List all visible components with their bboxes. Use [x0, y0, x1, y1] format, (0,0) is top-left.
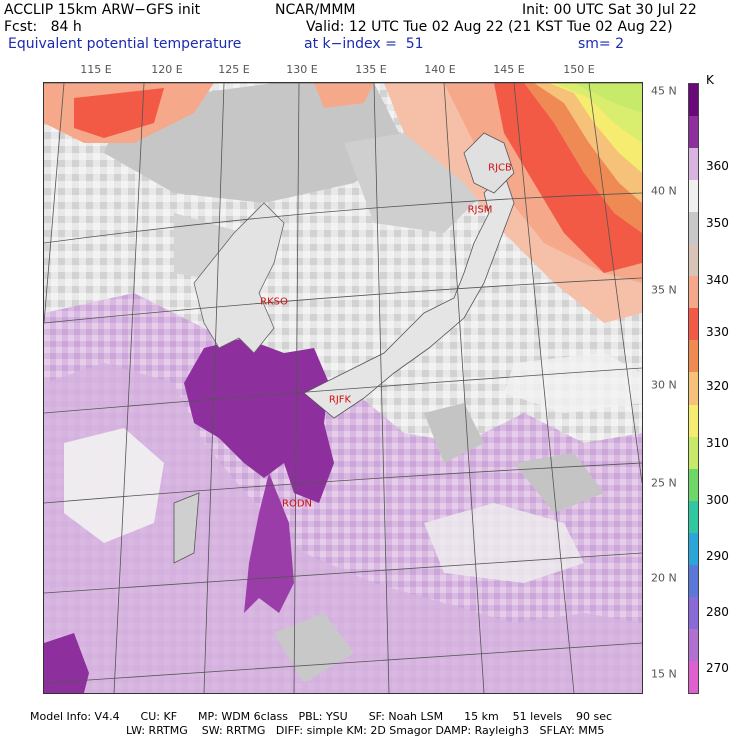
valid-time: Valid: 12 UTC Tue 02 Aug 22 (21 KST Tue …	[306, 19, 673, 35]
lon-label-140: 140 E	[424, 63, 456, 76]
colorbar-label-330: 310	[706, 436, 729, 450]
colorbar-segment	[689, 564, 698, 598]
colorbar-label-350: 350	[706, 216, 729, 230]
lat-label-35: 35 N	[651, 283, 677, 297]
forecast-hour: Fcst: 84 h	[4, 19, 82, 35]
lat-label-40: 40 N	[651, 184, 677, 198]
station-rjfk: RJFK	[328, 394, 352, 406]
colorbar-segment	[689, 180, 698, 213]
colorbar-segment	[689, 148, 698, 181]
colorbar-segment	[689, 596, 698, 630]
colorbar-segment	[689, 276, 698, 309]
lon-label-115: 115 E	[80, 63, 112, 76]
colorbar	[688, 83, 699, 694]
lon-label-150: 150 E	[563, 63, 595, 76]
colorbar-label-340-a: 340	[706, 273, 729, 287]
smoothing-label: sm= 2	[578, 36, 625, 52]
colorbar-unit: K	[706, 73, 714, 87]
lon-label-145: 145 E	[493, 63, 525, 76]
colorbar-label-360: 360	[706, 159, 729, 173]
field-name: Equivalent potential temperature	[8, 36, 242, 52]
colorbar-segment	[689, 500, 698, 534]
model-info-line2: LW: RRTMG SW: RRTMG DIFF: simple KM: 2D …	[126, 724, 605, 737]
institution-label: NCAR/MMM	[275, 2, 356, 18]
colorbar-label-290: 270	[706, 661, 729, 675]
station-rjsm: RJSM	[467, 204, 493, 216]
colorbar-segment	[689, 628, 698, 662]
colorbar-segment	[689, 404, 698, 438]
colorbar-segment	[689, 116, 698, 149]
lon-label-125: 125 E	[218, 63, 250, 76]
init-time: Init: 00 UTC Sat 30 Jul 22	[522, 2, 697, 18]
colorbar-segment	[689, 340, 698, 373]
lat-label-30: 30 N	[651, 378, 677, 392]
lon-label-135: 135 E	[355, 63, 387, 76]
colorbar-segment	[689, 436, 698, 470]
colorbar-label-340-b: 320	[706, 379, 729, 393]
colorbar-segment	[689, 660, 698, 694]
colorbar-label-310: 290	[706, 549, 729, 563]
station-rodn: RODN	[282, 498, 312, 510]
colorbar-segment	[689, 212, 698, 245]
lat-label-15: 15 N	[651, 667, 677, 681]
colorbar-segment	[689, 308, 698, 341]
lon-label-130: 130 E	[286, 63, 318, 76]
colorbar-label-300: 280	[706, 605, 729, 619]
model-info-line1: Model Info: V4.4 CU: KF MP: WDM 6class P…	[30, 710, 613, 723]
map-panel	[43, 82, 643, 694]
station-rjcb: RJCB	[488, 162, 512, 174]
lat-label-20: 20 N	[651, 571, 677, 585]
lat-label-45: 45 N	[651, 84, 677, 98]
lon-label-120: 120 E	[151, 63, 183, 76]
level-index: at k−index = 51	[304, 36, 424, 52]
colorbar-segment	[689, 468, 698, 502]
colorbar-label-340: 330	[706, 325, 729, 339]
colorbar-label-320: 300	[706, 493, 729, 507]
colorbar-segment	[689, 244, 698, 277]
model-title: ACCLIP 15km ARW−GFS init	[4, 2, 201, 18]
colorbar-segment	[689, 84, 698, 117]
colorbar-segment	[689, 372, 698, 406]
lat-label-25: 25 N	[651, 476, 677, 490]
theta-e-field	[43, 82, 643, 694]
colorbar-segment	[689, 532, 698, 566]
station-rkso: RKSO	[260, 296, 288, 308]
